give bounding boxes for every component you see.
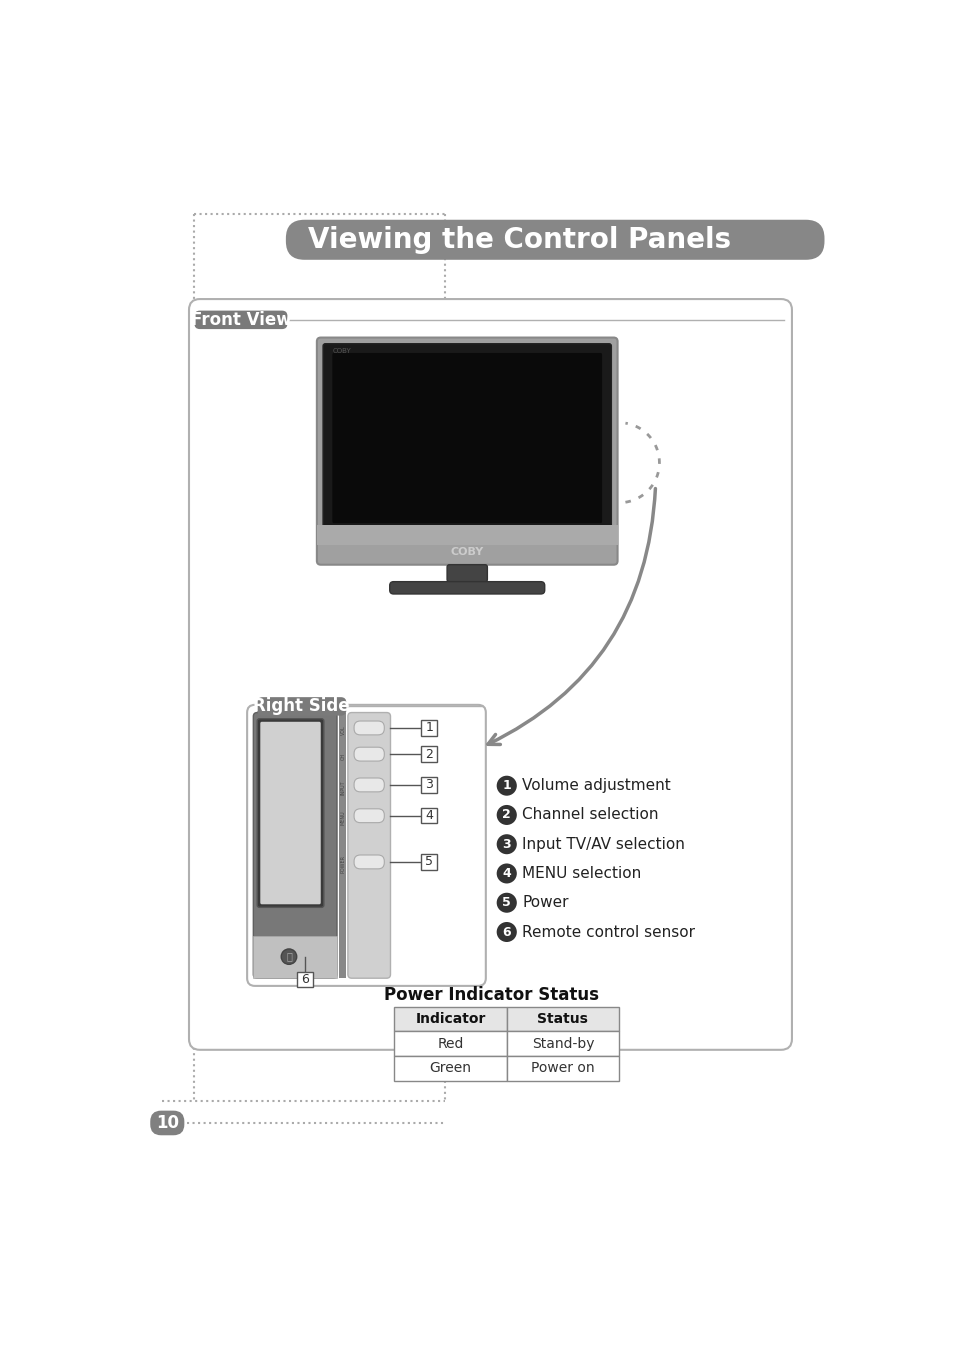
Text: 6: 6 [502, 926, 511, 938]
FancyBboxPatch shape [260, 722, 320, 904]
Text: 2: 2 [425, 748, 433, 760]
FancyBboxPatch shape [189, 300, 791, 1050]
FancyBboxPatch shape [257, 718, 323, 907]
Text: 10: 10 [155, 1114, 178, 1131]
FancyBboxPatch shape [332, 352, 601, 524]
FancyBboxPatch shape [354, 747, 384, 761]
Text: 1: 1 [425, 721, 433, 734]
Text: Right Side: Right Side [253, 698, 350, 716]
FancyBboxPatch shape [194, 310, 287, 329]
Text: Remote control sensor: Remote control sensor [521, 925, 695, 940]
Text: 3: 3 [425, 779, 433, 791]
Text: COBY: COBY [450, 547, 483, 558]
Text: 6: 6 [301, 973, 309, 987]
Bar [421, 855, 436, 869]
FancyBboxPatch shape [286, 220, 823, 259]
Bar [394, 1007, 506, 1031]
FancyBboxPatch shape [354, 855, 384, 869]
FancyBboxPatch shape [150, 1111, 184, 1135]
Text: 5: 5 [502, 896, 511, 910]
FancyBboxPatch shape [257, 697, 346, 716]
Bar [421, 747, 436, 761]
Circle shape [497, 864, 517, 883]
Circle shape [497, 834, 517, 855]
Text: 1: 1 [502, 779, 511, 792]
Bar [394, 1056, 506, 1080]
Text: COBY: COBY [332, 348, 351, 355]
Circle shape [497, 776, 517, 795]
Text: Status: Status [537, 1012, 588, 1026]
Text: VOL: VOL [340, 725, 346, 736]
Text: Green: Green [429, 1061, 471, 1076]
Text: ⏻: ⏻ [286, 952, 292, 961]
Text: Stand-by: Stand-by [531, 1037, 594, 1050]
Circle shape [497, 892, 517, 913]
FancyBboxPatch shape [316, 338, 617, 564]
Circle shape [497, 805, 517, 825]
Bar [421, 809, 436, 824]
Bar [506, 1007, 618, 1031]
Bar [506, 1056, 618, 1080]
Text: Power Indicator Status: Power Indicator Status [383, 986, 598, 1004]
Text: Red: Red [436, 1037, 463, 1050]
Text: CH: CH [340, 753, 346, 760]
Bar [253, 936, 336, 979]
FancyBboxPatch shape [354, 778, 384, 792]
Text: 5: 5 [425, 856, 433, 868]
Text: MENU: MENU [340, 811, 346, 825]
Text: Power: Power [521, 895, 568, 910]
FancyBboxPatch shape [323, 344, 611, 536]
Bar [394, 1031, 506, 1056]
Text: Power on: Power on [531, 1061, 594, 1076]
Circle shape [281, 949, 296, 964]
Bar [316, 525, 617, 544]
Text: 4: 4 [425, 809, 433, 822]
Text: Indicator: Indicator [415, 1012, 485, 1026]
FancyBboxPatch shape [354, 721, 384, 734]
Bar [421, 778, 436, 792]
Text: 2: 2 [502, 809, 511, 821]
Text: POWER: POWER [340, 856, 346, 873]
Bar [297, 972, 313, 987]
Text: Input TV/AV selection: Input TV/AV selection [521, 837, 684, 852]
Text: 3: 3 [502, 838, 511, 850]
Text: Front View: Front View [191, 310, 291, 329]
Text: Viewing the Control Panels: Viewing the Control Panels [307, 225, 730, 254]
Text: 4: 4 [502, 867, 511, 880]
Bar [506, 1031, 618, 1056]
FancyBboxPatch shape [390, 582, 544, 594]
Text: INPUT: INPUT [340, 780, 346, 795]
Text: Channel selection: Channel selection [521, 807, 659, 822]
FancyBboxPatch shape [447, 564, 487, 582]
Circle shape [497, 922, 517, 942]
FancyBboxPatch shape [348, 713, 390, 979]
FancyBboxPatch shape [253, 713, 336, 979]
Bar [338, 713, 346, 979]
Text: MENU selection: MENU selection [521, 865, 640, 882]
Text: Volume adjustment: Volume adjustment [521, 778, 670, 794]
Bar [421, 721, 436, 736]
FancyBboxPatch shape [247, 705, 485, 986]
FancyBboxPatch shape [354, 809, 384, 822]
